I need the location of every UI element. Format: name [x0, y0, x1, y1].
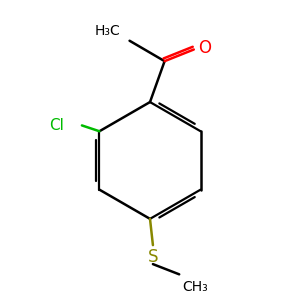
Text: O: O	[198, 39, 211, 57]
Text: Cl: Cl	[50, 118, 64, 133]
Text: S: S	[148, 248, 158, 266]
Text: H₃C: H₃C	[95, 24, 121, 38]
Text: CH₃: CH₃	[182, 280, 208, 294]
